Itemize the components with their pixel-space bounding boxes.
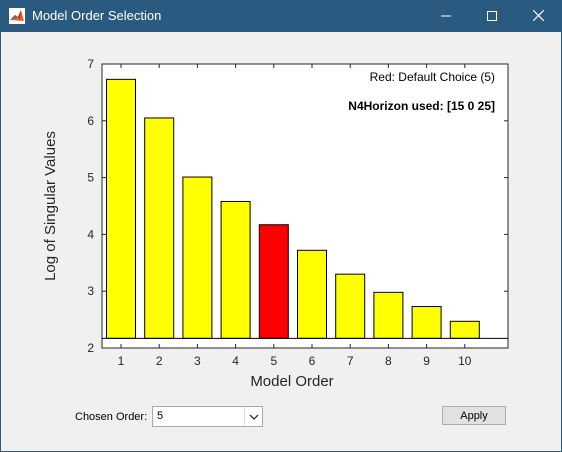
close-icon: [532, 8, 544, 26]
bar-order-9: [411, 306, 442, 339]
close-button[interactable]: [515, 1, 561, 32]
bar-order-5: [258, 224, 289, 339]
minimize-icon: [441, 8, 451, 26]
apply-button[interactable]: Apply: [442, 406, 506, 425]
bar-order-8: [373, 291, 404, 339]
y-tick-label: 4: [87, 227, 94, 241]
singular-values-chart: 2 3 4 5 6 7 1 2 3 4 5 6 7 8 9 10 Red: Default Choice (…: [42, 57, 509, 390]
chosen-order-value: 5: [157, 410, 164, 422]
bar-order-6: [297, 249, 327, 339]
chevron-down-icon[interactable]: [244, 407, 262, 426]
matlab-logo-icon: [9, 8, 25, 24]
window-title: Model Order Selection: [32, 8, 162, 23]
y-tick-label: 7: [87, 57, 94, 71]
x-tick-label: 3: [194, 354, 201, 368]
x-tick-label: 9: [423, 354, 430, 368]
bars-layer: [106, 78, 480, 339]
x-tick-label: 10: [458, 354, 472, 368]
bar-order-7: [335, 273, 366, 339]
bar-order-2: [144, 117, 175, 339]
x-axis-label: Model Order: [250, 373, 333, 390]
bar-order-3: [182, 176, 213, 339]
x-tick-label: 4: [232, 354, 239, 368]
maximize-icon: [487, 8, 497, 26]
minimize-button[interactable]: [423, 1, 469, 32]
default-choice-annotation: Red: Default Choice (5): [370, 70, 495, 84]
y-axis: 2 3 4 5 6 7: [87, 57, 508, 355]
x-tick-label: 7: [347, 354, 354, 368]
y-tick-label: 5: [87, 171, 94, 185]
chosen-order-label: Chosen Order:: [75, 411, 148, 423]
chosen-order-dropdown[interactable]: 5: [152, 406, 263, 427]
horizon-annotation: N4Horizon used: [15 0 25]: [348, 99, 495, 113]
x-tick-label: 5: [270, 354, 277, 368]
y-tick-label: 6: [87, 114, 94, 128]
y-tick-label: 2: [87, 341, 94, 355]
maximize-button[interactable]: [469, 1, 515, 32]
x-tick-label: 6: [309, 354, 316, 368]
bar-order-1: [106, 78, 136, 339]
y-tick-label: 3: [87, 284, 94, 298]
bar-order-10: [449, 320, 480, 339]
y-axis-label: Log of Singular Values: [42, 131, 59, 281]
x-tick-label: 1: [118, 354, 125, 368]
bar-order-4: [220, 200, 251, 339]
title-bar: Model Order Selection: [1, 1, 561, 32]
x-axis: 1 2 3 4 5 6 7 8 9 10: [118, 64, 472, 368]
x-tick-label: 8: [385, 354, 392, 368]
x-tick-label: 2: [156, 354, 163, 368]
